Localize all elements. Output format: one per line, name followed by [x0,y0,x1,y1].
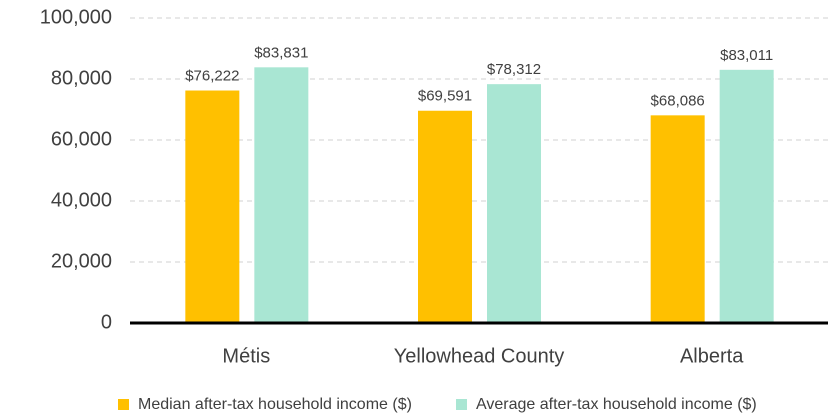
legend-swatch [456,399,467,410]
y-tick-label: 100,000 [40,6,112,28]
bar [487,84,541,323]
bar [719,69,774,323]
value-label: $69,591 [418,88,472,105]
bar [185,90,240,323]
bar [418,110,472,323]
legend-label: Average after-tax household income ($) [476,396,757,413]
y-tick-label: 80,000 [51,67,112,89]
y-tick-label: 60,000 [51,128,112,150]
value-label: $83,011 [720,47,773,64]
value-label: $76,222 [185,67,239,84]
legend-label: Median after-tax household income ($) [138,396,412,413]
bar [254,67,309,323]
value-label: $83,831 [254,44,308,61]
value-label: $78,312 [487,61,541,78]
x-tick-label: Yellowhead County [394,345,565,367]
y-tick-label: 0 [101,311,112,333]
x-tick-label: Métis [222,345,270,367]
bar [650,115,705,323]
y-tick-label: 40,000 [51,189,112,211]
x-tick-label: Alberta [680,345,744,367]
legend-swatch [118,399,129,410]
value-label: $68,086 [651,92,705,109]
y-tick-label: 20,000 [51,250,112,272]
